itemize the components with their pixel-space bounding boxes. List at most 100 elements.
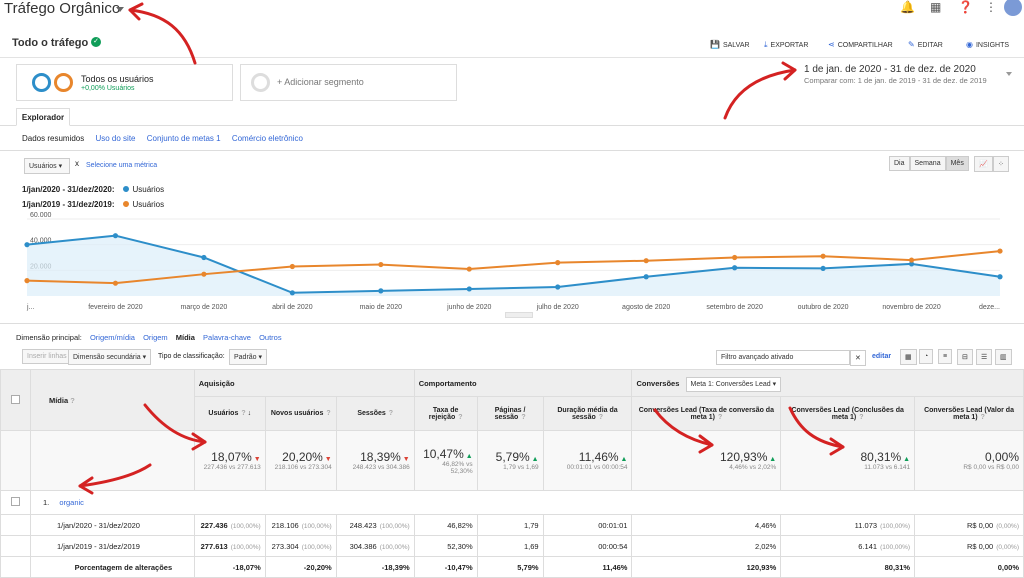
help-icon[interactable]: ?: [388, 410, 394, 417]
date-range[interactable]: 1 de jan. de 2020 - 31 de dez. de 2020: [804, 64, 976, 75]
add-segment-button[interactable]: + Adicionar segmento: [240, 64, 457, 101]
period-day-button[interactable]: Dia: [889, 156, 910, 171]
help-icon[interactable]: ?: [326, 410, 331, 417]
arrow-down-icon: ▼: [400, 456, 410, 463]
data-point: [112, 280, 119, 286]
help-icon[interactable]: ?: [70, 395, 75, 405]
data-point: [908, 257, 915, 263]
arrow-down-icon: ▼: [322, 456, 332, 463]
report-title[interactable]: Tráfego Orgânico: [4, 0, 121, 17]
metric-select[interactable]: Usuários ▾: [24, 158, 70, 174]
table-view-icon[interactable]: ▦: [900, 349, 917, 365]
clear-filter-icon[interactable]: ✕: [850, 350, 866, 366]
column-header[interactable]: Taxa de rejeição?: [413, 396, 478, 431]
x-tick-label: deze...: [979, 304, 1000, 311]
help-icon[interactable]: ?: [241, 410, 246, 417]
term-cloud-icon[interactable]: ☰: [976, 349, 993, 365]
period-week-button[interactable]: Semana: [909, 156, 946, 171]
row-checkbox[interactable]: [10, 497, 20, 506]
select-metric-link[interactable]: Selecione uma métrica: [86, 162, 158, 169]
subtab-summary[interactable]: Dados resumidos: [22, 134, 85, 143]
total-compare: 11.073 vs 6.141: [864, 464, 911, 471]
save-button[interactable]: 💾 SALVAR: [710, 40, 750, 49]
dimension-keyword[interactable]: Palavra-chave: [203, 333, 251, 342]
edit-button[interactable]: ✎ EDITAR: [908, 40, 943, 49]
chart-resize-handle[interactable]: [505, 312, 533, 318]
period-month-button[interactable]: Mês: [945, 156, 969, 171]
avatar[interactable]: [1004, 0, 1022, 16]
help-icon[interactable]: ?: [980, 413, 985, 421]
y-tick-label: 60.000: [30, 212, 52, 219]
help-icon[interactable]: ?: [717, 413, 723, 421]
data-cell: 80,31%: [780, 556, 916, 578]
motion-chart-icon[interactable]: ⁘: [993, 156, 1009, 172]
pivot-view-icon[interactable]: ▥: [995, 349, 1012, 365]
pie-view-icon[interactable]: ◔: [919, 349, 934, 364]
save-icon: 💾: [710, 40, 720, 49]
primary-dimension: Dimensão principal: Origem/mídia Origem …: [16, 333, 288, 342]
help-icon[interactable]: ❓: [958, 0, 973, 14]
x-tick-label: outubro de 2020: [798, 304, 849, 311]
help-icon[interactable]: ?: [458, 413, 463, 421]
data-cell: 5,79%: [476, 556, 544, 578]
subtab-goal-set[interactable]: Conjunto de metas 1: [146, 134, 221, 143]
total-cell: 10,47% ▲ 46,82% vs 52,30%: [413, 430, 478, 491]
data-point: [555, 284, 561, 290]
sort-arrow-icon[interactable]: ↓: [245, 410, 252, 417]
medium-link[interactable]: organic: [59, 498, 84, 507]
arrow-daterange: [723, 68, 797, 120]
total-value: 11,46%: [578, 450, 619, 464]
subtab-ecommerce[interactable]: Comércio eletrônico: [231, 134, 303, 143]
secondary-dimension-select[interactable]: Dimensão secundária ▾: [68, 349, 152, 365]
report-header: [0, 26, 1024, 58]
bar-view-icon[interactable]: ≡: [938, 349, 953, 364]
dimension-source-medium[interactable]: Origem/mídia: [89, 333, 135, 342]
tab-explorer[interactable]: Explorador: [16, 108, 70, 126]
share-button[interactable]: ⋖ COMPARTILHAR: [828, 40, 893, 49]
arrow-up-icon: ▲: [901, 456, 911, 463]
annotation-arrows: [78, 2, 845, 495]
apps-grid-icon[interactable]: ▦: [930, 0, 942, 14]
tab-bar: [0, 108, 1024, 126]
totals-blank: [0, 430, 31, 491]
help-icon[interactable]: ?: [859, 413, 864, 421]
series-line: [26, 234, 1001, 294]
data-cell: 304.386 (100,00%): [335, 535, 415, 557]
column-header[interactable]: Duração média da sessão?: [542, 396, 633, 431]
column-header[interactable]: Páginas / sessão?: [476, 396, 544, 431]
dimension-medium[interactable]: Mídia: [175, 333, 195, 342]
more-menu-icon[interactable]: ⋮: [985, 0, 997, 14]
segment-all-users[interactable]: Todos os usuários +0,00% Usuários: [16, 64, 233, 101]
column-header[interactable]: Sessões?: [335, 396, 415, 431]
sort-type-select[interactable]: Padrão ▾: [229, 349, 268, 365]
line-chart-icon[interactable]: 📈: [974, 156, 993, 172]
advanced-filter-input[interactable]: Filtro avançado ativado: [716, 350, 850, 365]
remove-metric-icon[interactable]: x: [75, 159, 79, 168]
bell-icon[interactable]: 🔔: [900, 0, 915, 14]
select-all-checkbox[interactable]: [10, 394, 20, 404]
dimension-other[interactable]: Outros: [259, 333, 282, 342]
data-point: [378, 261, 384, 268]
help-icon[interactable]: ?: [521, 413, 526, 421]
select-all-cell: [0, 369, 31, 431]
dimension-source[interactable]: Origem: [143, 333, 168, 342]
subtab-site-usage[interactable]: Uso do site: [95, 134, 136, 143]
conversion-goal-select[interactable]: Meta 1: Conversões Lead ▾: [685, 376, 782, 392]
data-point: [201, 271, 207, 277]
plot-rows-button[interactable]: Inserir linhas: [22, 349, 72, 364]
help-icon[interactable]: ?: [598, 413, 604, 421]
column-header[interactable]: Usuários? ↓: [193, 396, 266, 431]
data-point: [732, 265, 738, 271]
column-header[interactable]: Conversões Lead (Conclusões da meta 1)?: [780, 396, 916, 431]
x-tick-label: junho de 2020: [446, 304, 491, 311]
column-header[interactable]: Conversões Lead (Valor da meta 1)?: [914, 396, 1024, 431]
compare-view-icon[interactable]: ⊟: [957, 349, 973, 365]
series-line: [26, 250, 1001, 285]
date-dropdown-icon[interactable]: [1006, 72, 1012, 76]
x-tick-label: julho de 2020: [536, 304, 579, 311]
export-button[interactable]: ⤓ EXPORTAR: [764, 40, 809, 49]
edit-filter-link[interactable]: editar: [872, 353, 892, 360]
total-value: 18,07%: [211, 450, 252, 464]
insights-button[interactable]: ◉ INSIGHTS: [966, 40, 1010, 49]
chevron-down-icon[interactable]: [116, 7, 124, 12]
